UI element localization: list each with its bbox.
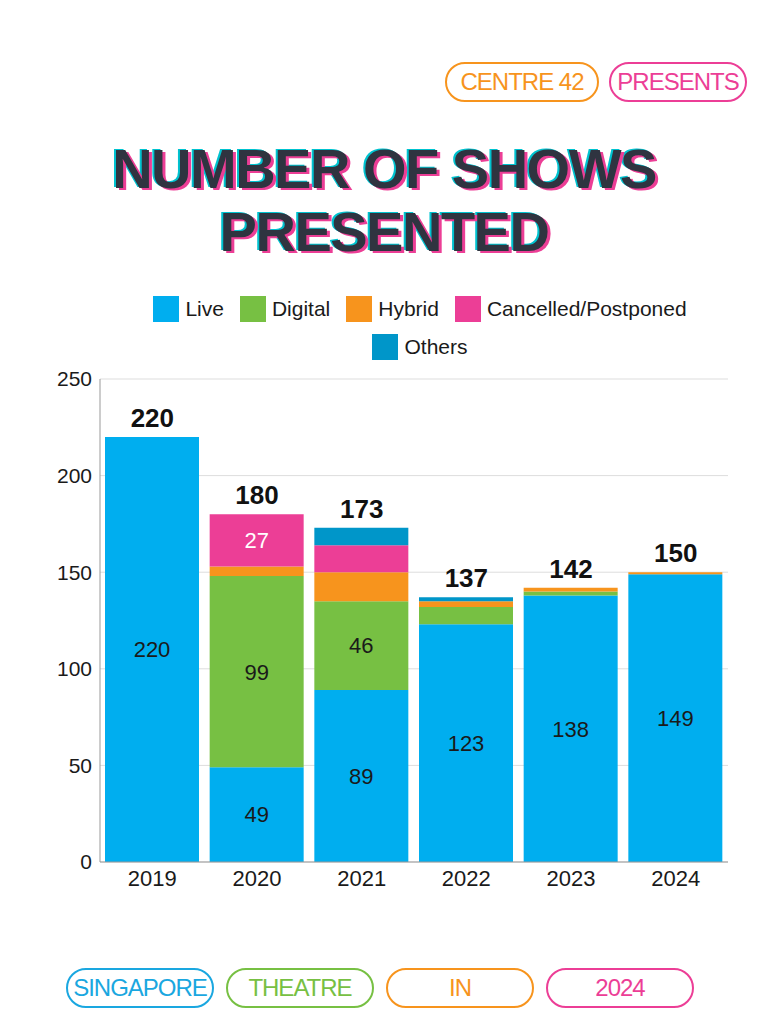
html-text:Cancelled/Postponed: Cancelled/Postponed: [487, 297, 687, 320]
html-text:Hybrid: Hybrid: [378, 297, 439, 320]
svg-text:123: 123: [448, 731, 485, 756]
svg-text:100: 100: [57, 657, 92, 680]
html-text:Live: Live: [185, 297, 224, 320]
svg-text:150: 150: [654, 538, 697, 568]
html-text:Others: Others: [404, 335, 468, 358]
svg-text:200: 200: [57, 464, 92, 487]
html-text:IN: IN: [449, 974, 471, 1001]
svg-text:0: 0: [80, 850, 92, 873]
svg-text:50: 50: [69, 754, 92, 777]
svg-text:220: 220: [131, 403, 174, 433]
svg-text:2024: 2024: [651, 866, 700, 891]
html-text:SINGAPORE: SINGAPORE: [73, 974, 207, 1001]
svg-text:2021: 2021: [337, 866, 386, 891]
svg-text:49: 49: [244, 802, 268, 827]
svg-text:2023: 2023: [547, 866, 596, 891]
svg-text:142: 142: [549, 554, 592, 584]
svg-text:46: 46: [349, 633, 373, 658]
svg-text:220: 220: [134, 637, 171, 662]
svg-text:149: 149: [657, 706, 694, 731]
svg-text:2022: 2022: [442, 866, 491, 891]
html-text:THEATRE: THEATRE: [248, 974, 352, 1001]
svg-text:27: 27: [244, 528, 268, 553]
svg-text:180: 180: [235, 480, 278, 510]
html-text:Digital: Digital: [271, 297, 331, 320]
html-text:CENTRE 42: CENTRE 42: [460, 68, 584, 95]
svg-text:99: 99: [244, 660, 268, 685]
svg-text:2019: 2019: [128, 866, 177, 891]
html-text:2024: 2024: [595, 974, 645, 1001]
svg-text:150: 150: [57, 561, 92, 584]
svg-text:137: 137: [445, 563, 488, 593]
html-text:PRESENTS: PRESENTS: [617, 68, 739, 95]
html-text:NUMBER OF SHOWS PRESENTED: NUMBER OF SHOWS PRESENTED: [112, 137, 656, 263]
svg-text:89: 89: [349, 764, 373, 789]
svg-text:173: 173: [340, 494, 383, 524]
svg-text:2020: 2020: [233, 866, 282, 891]
svg-text:250: 250: [57, 367, 92, 390]
svg-text:138: 138: [552, 717, 589, 742]
